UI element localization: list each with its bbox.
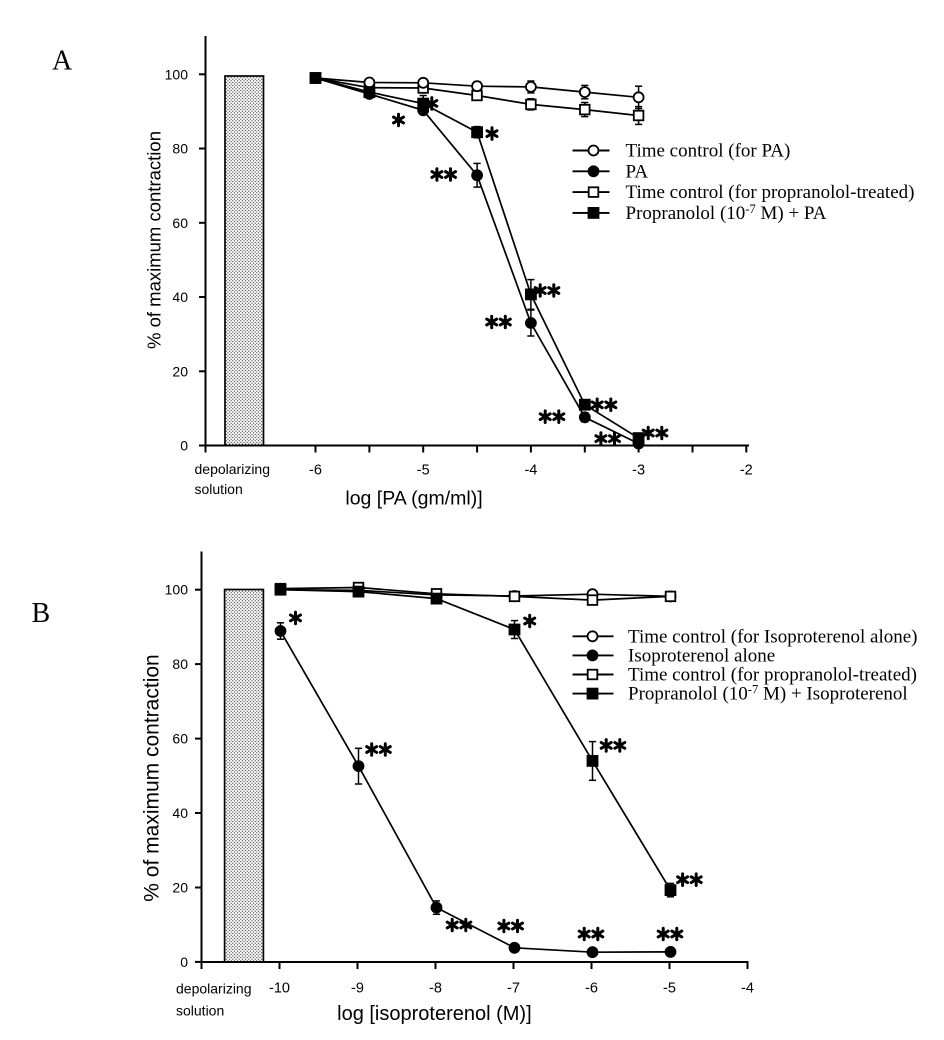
- svg-text:60: 60: [172, 215, 188, 231]
- svg-text:-7: -7: [507, 981, 520, 997]
- svg-text:-4: -4: [524, 463, 537, 479]
- svg-text:-8: -8: [429, 981, 442, 997]
- svg-text:-10: -10: [269, 981, 290, 997]
- svg-text:-5: -5: [663, 981, 676, 997]
- svg-text:depolarizing: depolarizing: [195, 461, 271, 477]
- svg-text:solution: solution: [176, 1003, 224, 1019]
- svg-text:-2: -2: [740, 463, 753, 479]
- svg-text:-5: -5: [417, 463, 430, 479]
- svg-text:log [PA (gm/ml)]: log [PA (gm/ml)]: [345, 488, 482, 510]
- svg-text:Time control (for Isoprotereno: Time control (for Isoproterenol alone): [628, 626, 918, 647]
- svg-text:20: 20: [172, 880, 188, 896]
- svg-text:solution: solution: [195, 481, 243, 497]
- svg-text:-3: -3: [632, 463, 645, 479]
- svg-text:-6: -6: [585, 981, 598, 997]
- svg-text:-9: -9: [351, 981, 364, 997]
- svg-text:Time control (for propranolol-: Time control (for propranolol-treated): [628, 665, 917, 686]
- svg-text:PA: PA: [626, 161, 649, 182]
- svg-text:40: 40: [172, 289, 188, 305]
- svg-text:-4: -4: [741, 981, 754, 997]
- svg-text:20: 20: [172, 363, 188, 379]
- svg-text:100: 100: [165, 66, 189, 82]
- svg-text:Time control (for PA): Time control (for PA): [626, 141, 791, 162]
- svg-text:depolarizing: depolarizing: [176, 981, 252, 997]
- svg-text:Propranolol (10-7 M) + PA: Propranolol (10-7 M) + PA: [626, 202, 827, 224]
- svg-text:B: B: [32, 598, 51, 629]
- svg-text:0: 0: [180, 438, 188, 454]
- svg-text:100: 100: [165, 582, 189, 598]
- svg-text:80: 80: [172, 141, 188, 157]
- svg-text:0: 0: [180, 954, 188, 970]
- svg-text:Propranolol (10-7 M) + Isoprot: Propranolol (10-7 M) + Isoproterenol: [628, 683, 908, 705]
- svg-text:% of maximum contraction: % of maximum contraction: [144, 131, 165, 349]
- svg-text:-6: -6: [309, 463, 322, 479]
- svg-text:Isoproterenol alone: Isoproterenol alone: [628, 645, 775, 666]
- svg-text:Time control (for propranolol-: Time control (for propranolol-treated): [626, 182, 915, 203]
- svg-text:40: 40: [172, 805, 188, 821]
- svg-text:80: 80: [172, 656, 188, 672]
- svg-text:60: 60: [172, 731, 188, 747]
- svg-text:log [isoproterenol (M)]: log [isoproterenol (M)]: [337, 1003, 532, 1025]
- svg-text:% of maximum contraction: % of maximum contraction: [141, 654, 164, 901]
- svg-text:A: A: [52, 46, 73, 77]
